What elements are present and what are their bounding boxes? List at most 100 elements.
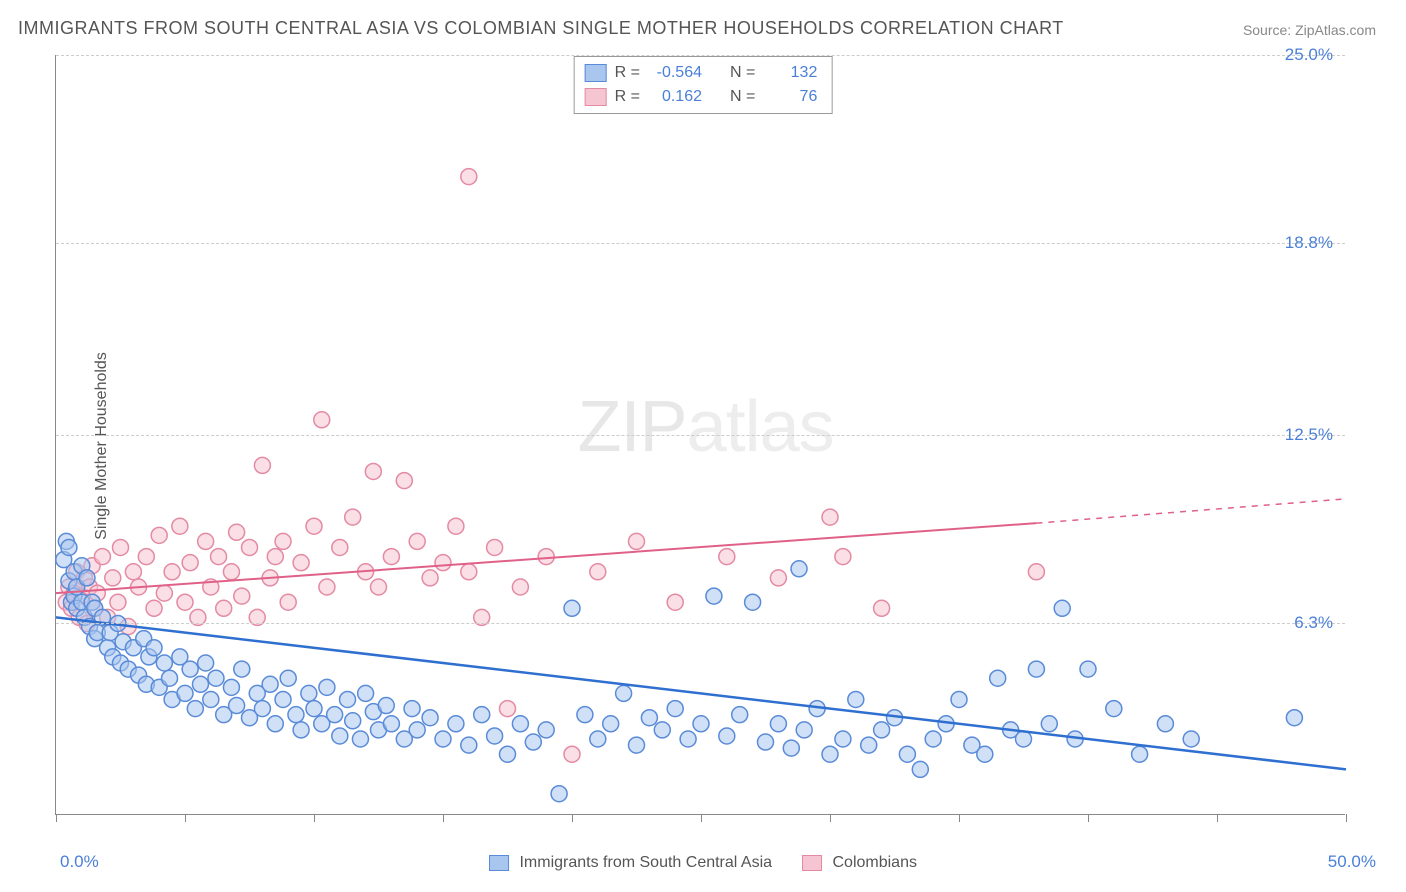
x-tick-mark bbox=[830, 814, 831, 822]
data-point bbox=[500, 746, 516, 762]
data-point bbox=[396, 473, 412, 489]
data-point bbox=[146, 600, 162, 616]
data-point bbox=[564, 746, 580, 762]
data-point bbox=[461, 169, 477, 185]
data-point bbox=[912, 761, 928, 777]
data-point bbox=[262, 676, 278, 692]
data-point bbox=[208, 670, 224, 686]
data-point bbox=[409, 722, 425, 738]
x-tick-mark bbox=[185, 814, 186, 822]
data-point bbox=[216, 600, 232, 616]
regression-line bbox=[1036, 499, 1346, 523]
data-point bbox=[654, 722, 670, 738]
data-point bbox=[306, 518, 322, 534]
data-point bbox=[448, 716, 464, 732]
legend-row-blue: R = -0.564 N = 132 bbox=[585, 61, 818, 85]
data-point bbox=[951, 691, 967, 707]
data-point bbox=[138, 549, 154, 565]
data-point bbox=[461, 737, 477, 753]
data-point bbox=[590, 731, 606, 747]
data-point bbox=[267, 549, 283, 565]
data-point bbox=[796, 722, 812, 738]
data-point bbox=[182, 661, 198, 677]
data-point bbox=[822, 746, 838, 762]
data-point bbox=[229, 524, 245, 540]
x-axis-min-label: 0.0% bbox=[60, 852, 99, 872]
data-point bbox=[151, 527, 167, 543]
gridline bbox=[56, 623, 1345, 624]
data-point bbox=[125, 564, 141, 580]
data-point bbox=[899, 746, 915, 762]
data-point bbox=[791, 561, 807, 577]
data-point bbox=[861, 737, 877, 753]
data-point bbox=[1028, 564, 1044, 580]
legend-swatch-pink bbox=[585, 88, 607, 106]
data-point bbox=[352, 731, 368, 747]
data-point bbox=[1286, 710, 1302, 726]
data-point bbox=[693, 716, 709, 732]
data-point bbox=[79, 570, 95, 586]
data-point bbox=[590, 564, 606, 580]
data-point bbox=[172, 518, 188, 534]
data-point bbox=[551, 786, 567, 802]
data-point bbox=[113, 539, 129, 555]
data-point bbox=[667, 594, 683, 610]
data-point bbox=[275, 533, 291, 549]
data-point bbox=[770, 716, 786, 732]
data-point bbox=[1106, 701, 1122, 717]
source-attribution: Source: ZipAtlas.com bbox=[1243, 22, 1376, 38]
data-point bbox=[461, 564, 477, 580]
data-point bbox=[629, 737, 645, 753]
gridline bbox=[56, 435, 1345, 436]
data-point bbox=[925, 731, 941, 747]
data-point bbox=[1041, 716, 1057, 732]
data-point bbox=[835, 549, 851, 565]
data-point bbox=[1054, 600, 1070, 616]
data-point bbox=[487, 539, 503, 555]
data-point bbox=[105, 570, 121, 586]
data-point bbox=[301, 685, 317, 701]
data-point bbox=[177, 594, 193, 610]
data-point bbox=[512, 716, 528, 732]
y-tick-label: 6.3% bbox=[1294, 613, 1333, 633]
data-point bbox=[874, 722, 890, 738]
data-point bbox=[319, 579, 335, 595]
data-point bbox=[732, 707, 748, 723]
data-point bbox=[680, 731, 696, 747]
data-point bbox=[1157, 716, 1173, 732]
data-point bbox=[229, 698, 245, 714]
data-point bbox=[383, 549, 399, 565]
data-point bbox=[293, 722, 309, 738]
data-point bbox=[223, 679, 239, 695]
data-point bbox=[177, 685, 193, 701]
data-point bbox=[1028, 661, 1044, 677]
data-point bbox=[146, 640, 162, 656]
data-point bbox=[280, 594, 296, 610]
x-tick-mark bbox=[572, 814, 573, 822]
x-tick-mark bbox=[314, 814, 315, 822]
plot-area: ZIPatlas 6.3%12.5%18.8%25.0% bbox=[55, 55, 1345, 815]
data-point bbox=[487, 728, 503, 744]
x-tick-mark bbox=[959, 814, 960, 822]
x-tick-mark bbox=[1088, 814, 1089, 822]
data-point bbox=[538, 722, 554, 738]
data-point bbox=[288, 707, 304, 723]
data-point bbox=[500, 701, 516, 717]
data-point bbox=[61, 539, 77, 555]
data-point bbox=[474, 707, 490, 723]
data-point bbox=[306, 701, 322, 717]
x-tick-mark bbox=[1217, 814, 1218, 822]
data-point bbox=[110, 594, 126, 610]
data-point bbox=[990, 670, 1006, 686]
y-tick-label: 25.0% bbox=[1285, 45, 1333, 65]
data-point bbox=[182, 555, 198, 571]
data-point bbox=[1132, 746, 1148, 762]
data-point bbox=[371, 579, 387, 595]
correlation-legend: R = -0.564 N = 132 R = 0.162 N = 76 bbox=[574, 56, 833, 114]
data-point bbox=[275, 691, 291, 707]
data-point bbox=[198, 655, 214, 671]
data-point bbox=[538, 549, 554, 565]
data-point bbox=[616, 685, 632, 701]
data-point bbox=[422, 570, 438, 586]
data-point bbox=[409, 533, 425, 549]
